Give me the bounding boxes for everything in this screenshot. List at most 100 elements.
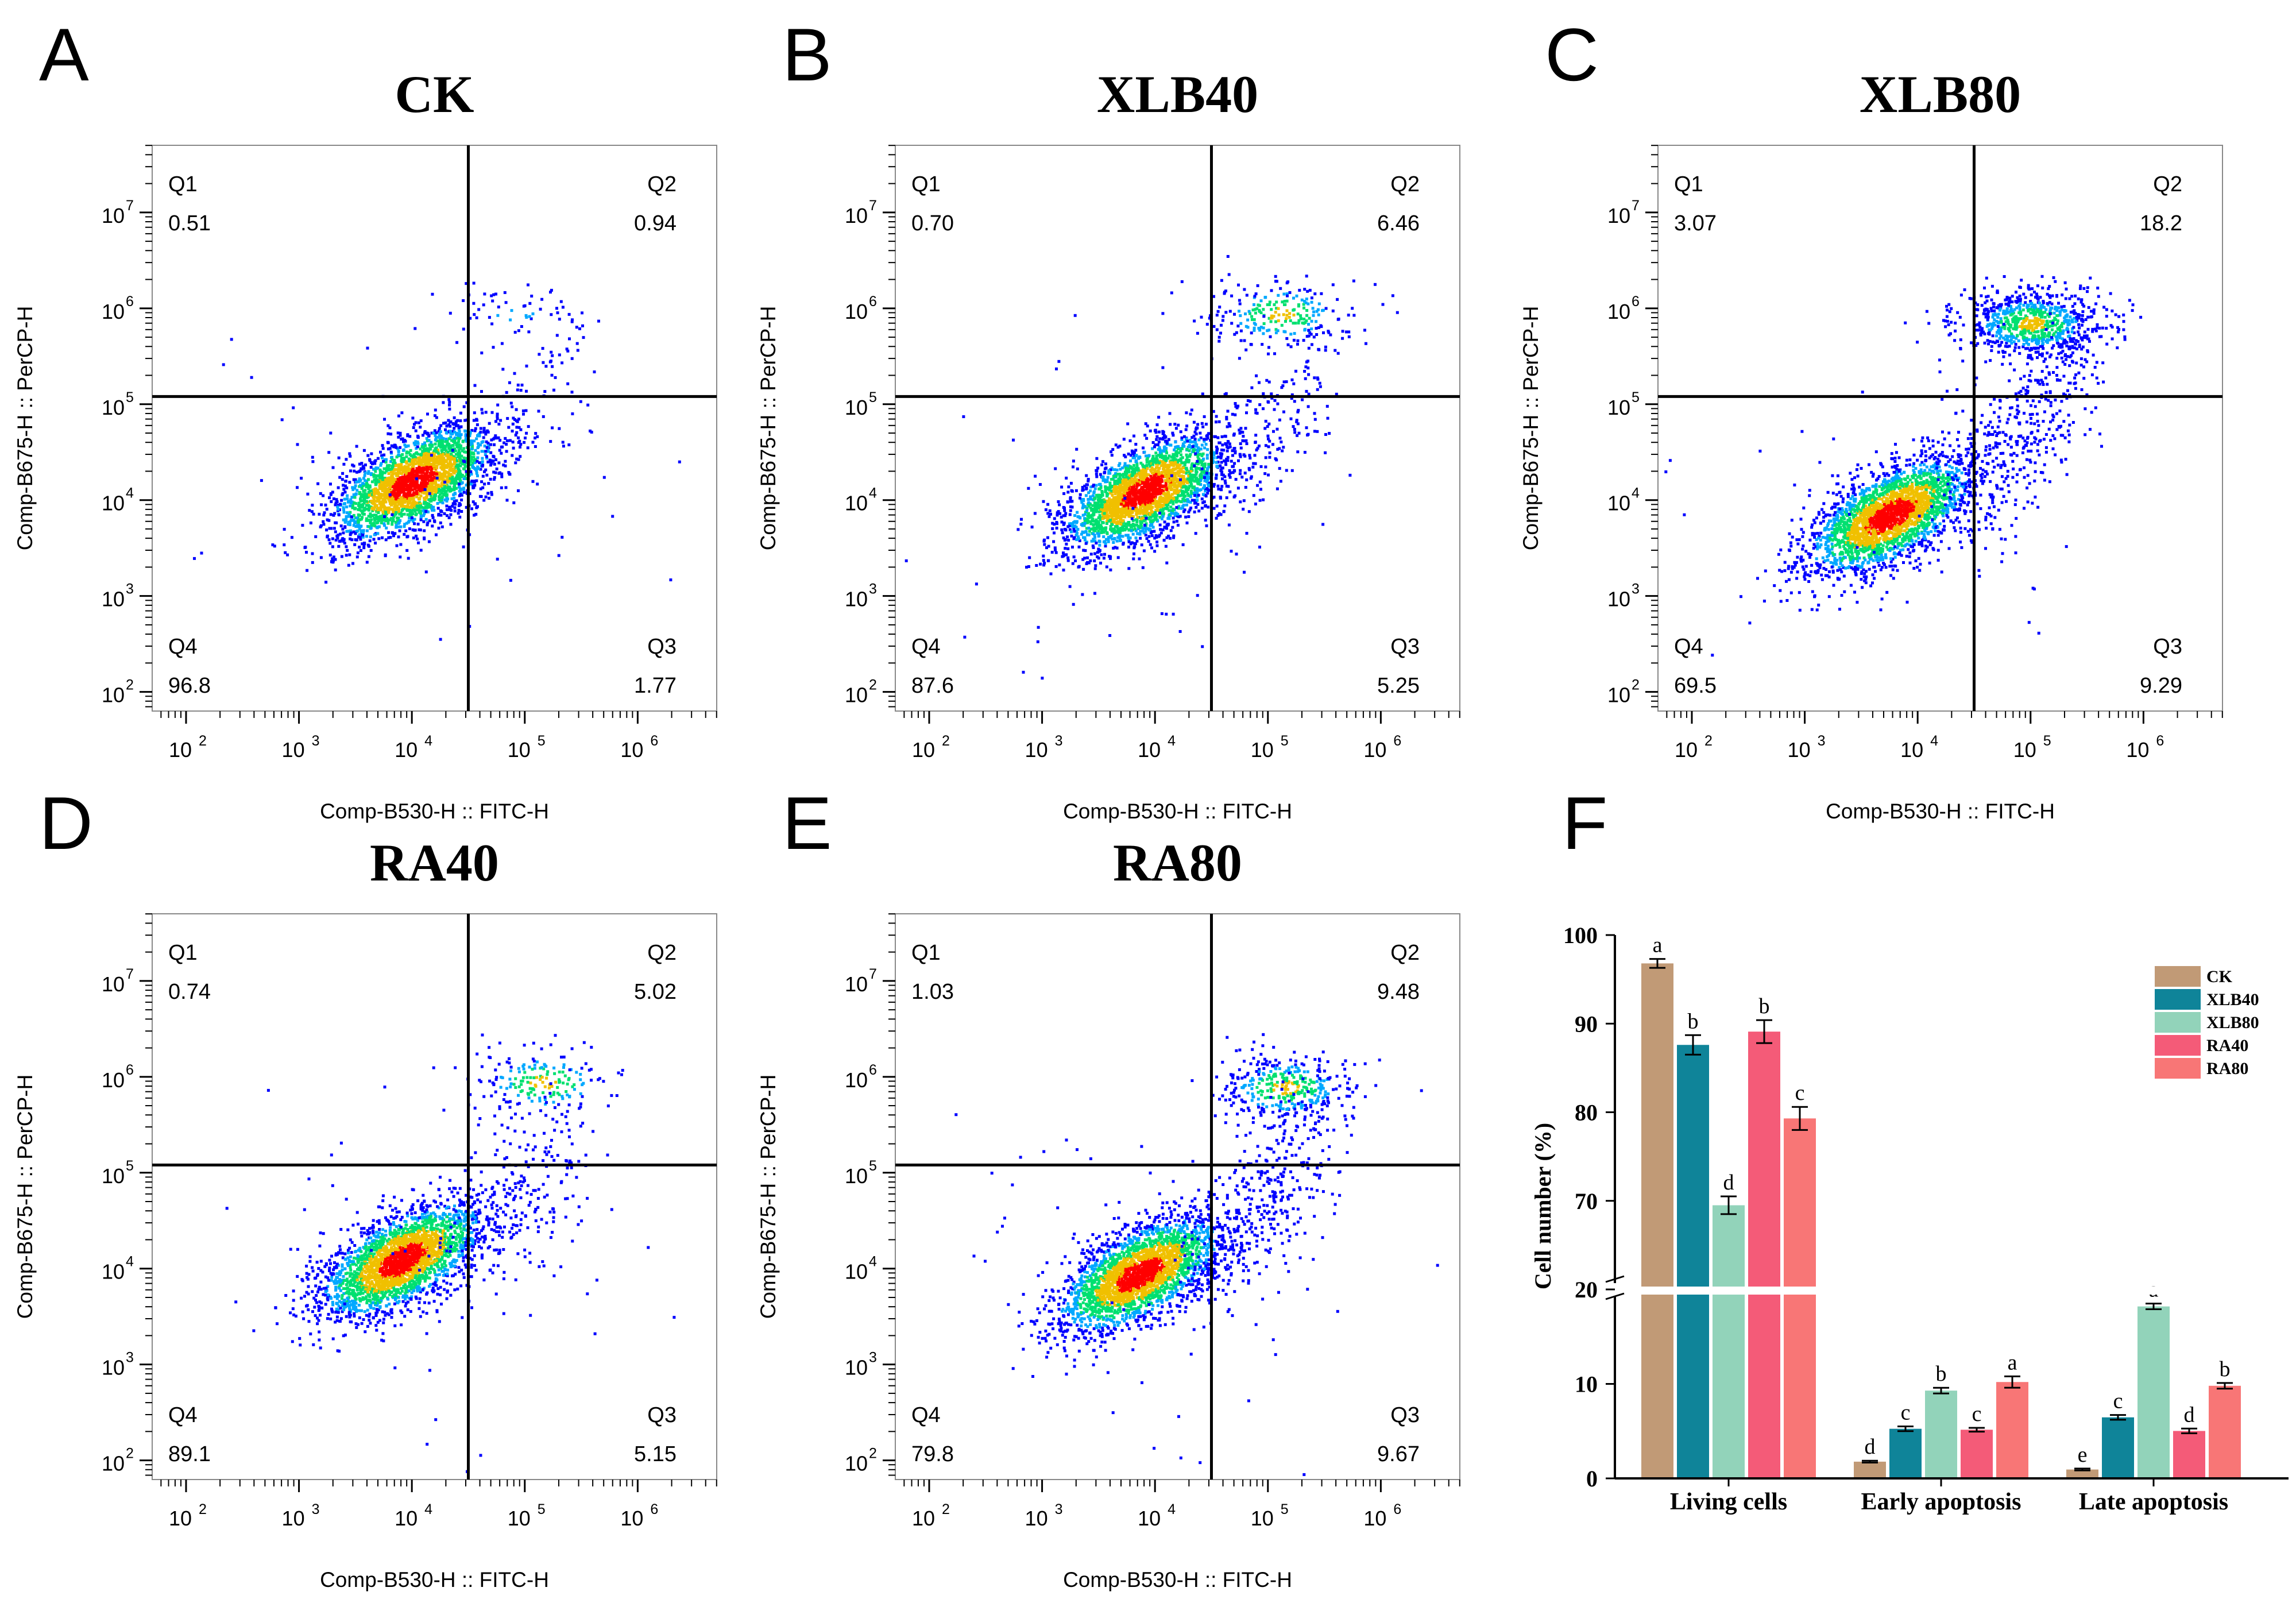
event-dot (429, 481, 432, 485)
event-dot (447, 457, 450, 461)
event-dot (399, 543, 403, 546)
event-dot (364, 471, 367, 474)
event-dot (387, 472, 391, 475)
event-dot (454, 476, 458, 480)
event-dot (1169, 423, 1172, 426)
event-dot (511, 430, 514, 432)
event-dot (419, 484, 423, 488)
event-dot (308, 509, 311, 512)
event-dot (428, 487, 431, 490)
event-dot (458, 485, 461, 489)
panel-title-B: XLB40 (1097, 65, 1258, 123)
event-dot (1182, 510, 1185, 513)
event-dot (395, 526, 398, 529)
event-dot (1095, 484, 1098, 487)
event-dot (442, 401, 445, 404)
event-dot (1152, 457, 1155, 461)
event-dot (439, 434, 443, 438)
event-dot (1195, 462, 1198, 465)
event-dot (377, 537, 381, 540)
event-dot (582, 336, 585, 339)
event-dot (1196, 481, 1200, 485)
event-dot (1165, 536, 1169, 539)
event-dot (1142, 531, 1146, 534)
event-dot (439, 485, 443, 488)
event-dot (1172, 520, 1176, 524)
event-dot (402, 479, 405, 482)
event-dot (1212, 453, 1216, 457)
event-dot (1174, 458, 1177, 461)
event-dot (405, 549, 409, 552)
event-dot (493, 476, 496, 479)
event-dot (537, 410, 540, 413)
event-dot (419, 447, 422, 451)
event-dot (1121, 466, 1124, 470)
event-dot (336, 509, 339, 512)
event-dot (366, 346, 369, 350)
event-dot (1016, 528, 1020, 531)
event-dot (349, 454, 352, 458)
event-dot (409, 460, 412, 464)
event-dot (1096, 466, 1100, 470)
event-dot (1144, 534, 1147, 537)
event-dot (473, 313, 476, 316)
event-dot (1143, 485, 1146, 488)
event-dot (1133, 523, 1137, 527)
event-dot (354, 507, 357, 510)
event-dot (420, 478, 424, 482)
event-dot (342, 462, 346, 466)
event-dot (410, 506, 413, 509)
event-dot (484, 411, 488, 414)
event-dot (427, 474, 431, 478)
event-dot (488, 316, 491, 319)
event-dot (350, 515, 353, 519)
event-dot (1181, 505, 1184, 508)
event-dot (370, 522, 373, 526)
event-dot (346, 497, 349, 501)
event-dot (1136, 532, 1139, 535)
event-dot (434, 490, 437, 494)
event-dot (436, 449, 440, 452)
event-dot (311, 504, 314, 507)
event-dot (500, 475, 504, 478)
event-dot (1122, 438, 1126, 441)
event-dot (497, 422, 501, 426)
event-dot (1216, 447, 1219, 451)
event-dot (448, 485, 451, 489)
event-dot (1206, 437, 1209, 440)
event-dot (422, 459, 425, 463)
event-dot (1109, 568, 1112, 571)
event-dot (1095, 472, 1098, 476)
event-dot (400, 515, 403, 517)
event-dot (1131, 515, 1134, 518)
event-dot (429, 459, 432, 462)
event-dot (443, 460, 446, 464)
event-dot (1061, 555, 1064, 558)
event-dot (1118, 488, 1122, 492)
event-dot (430, 507, 434, 510)
event-dot (431, 445, 434, 448)
y-tick-label: 10 (102, 492, 125, 515)
event-dot (349, 533, 352, 536)
event-dot (1153, 429, 1157, 432)
event-dot (406, 488, 409, 492)
event-dot (1216, 436, 1220, 439)
event-dot (381, 510, 385, 513)
event-dot (1114, 525, 1117, 528)
event-dot (1137, 527, 1140, 530)
event-dot (1100, 516, 1103, 519)
event-dot (1221, 443, 1224, 447)
event-dot (411, 520, 415, 523)
event-dot (1157, 501, 1161, 504)
event-dot (414, 513, 418, 516)
event-dot (406, 499, 409, 503)
event-dot (1163, 447, 1166, 450)
event-dot (345, 530, 349, 533)
event-dot (409, 476, 412, 480)
event-dot (420, 463, 423, 466)
event-dot (419, 509, 423, 512)
event-dot (385, 478, 389, 481)
event-dot (420, 453, 423, 456)
event-dot (1093, 529, 1097, 532)
event-dot (1108, 501, 1111, 505)
